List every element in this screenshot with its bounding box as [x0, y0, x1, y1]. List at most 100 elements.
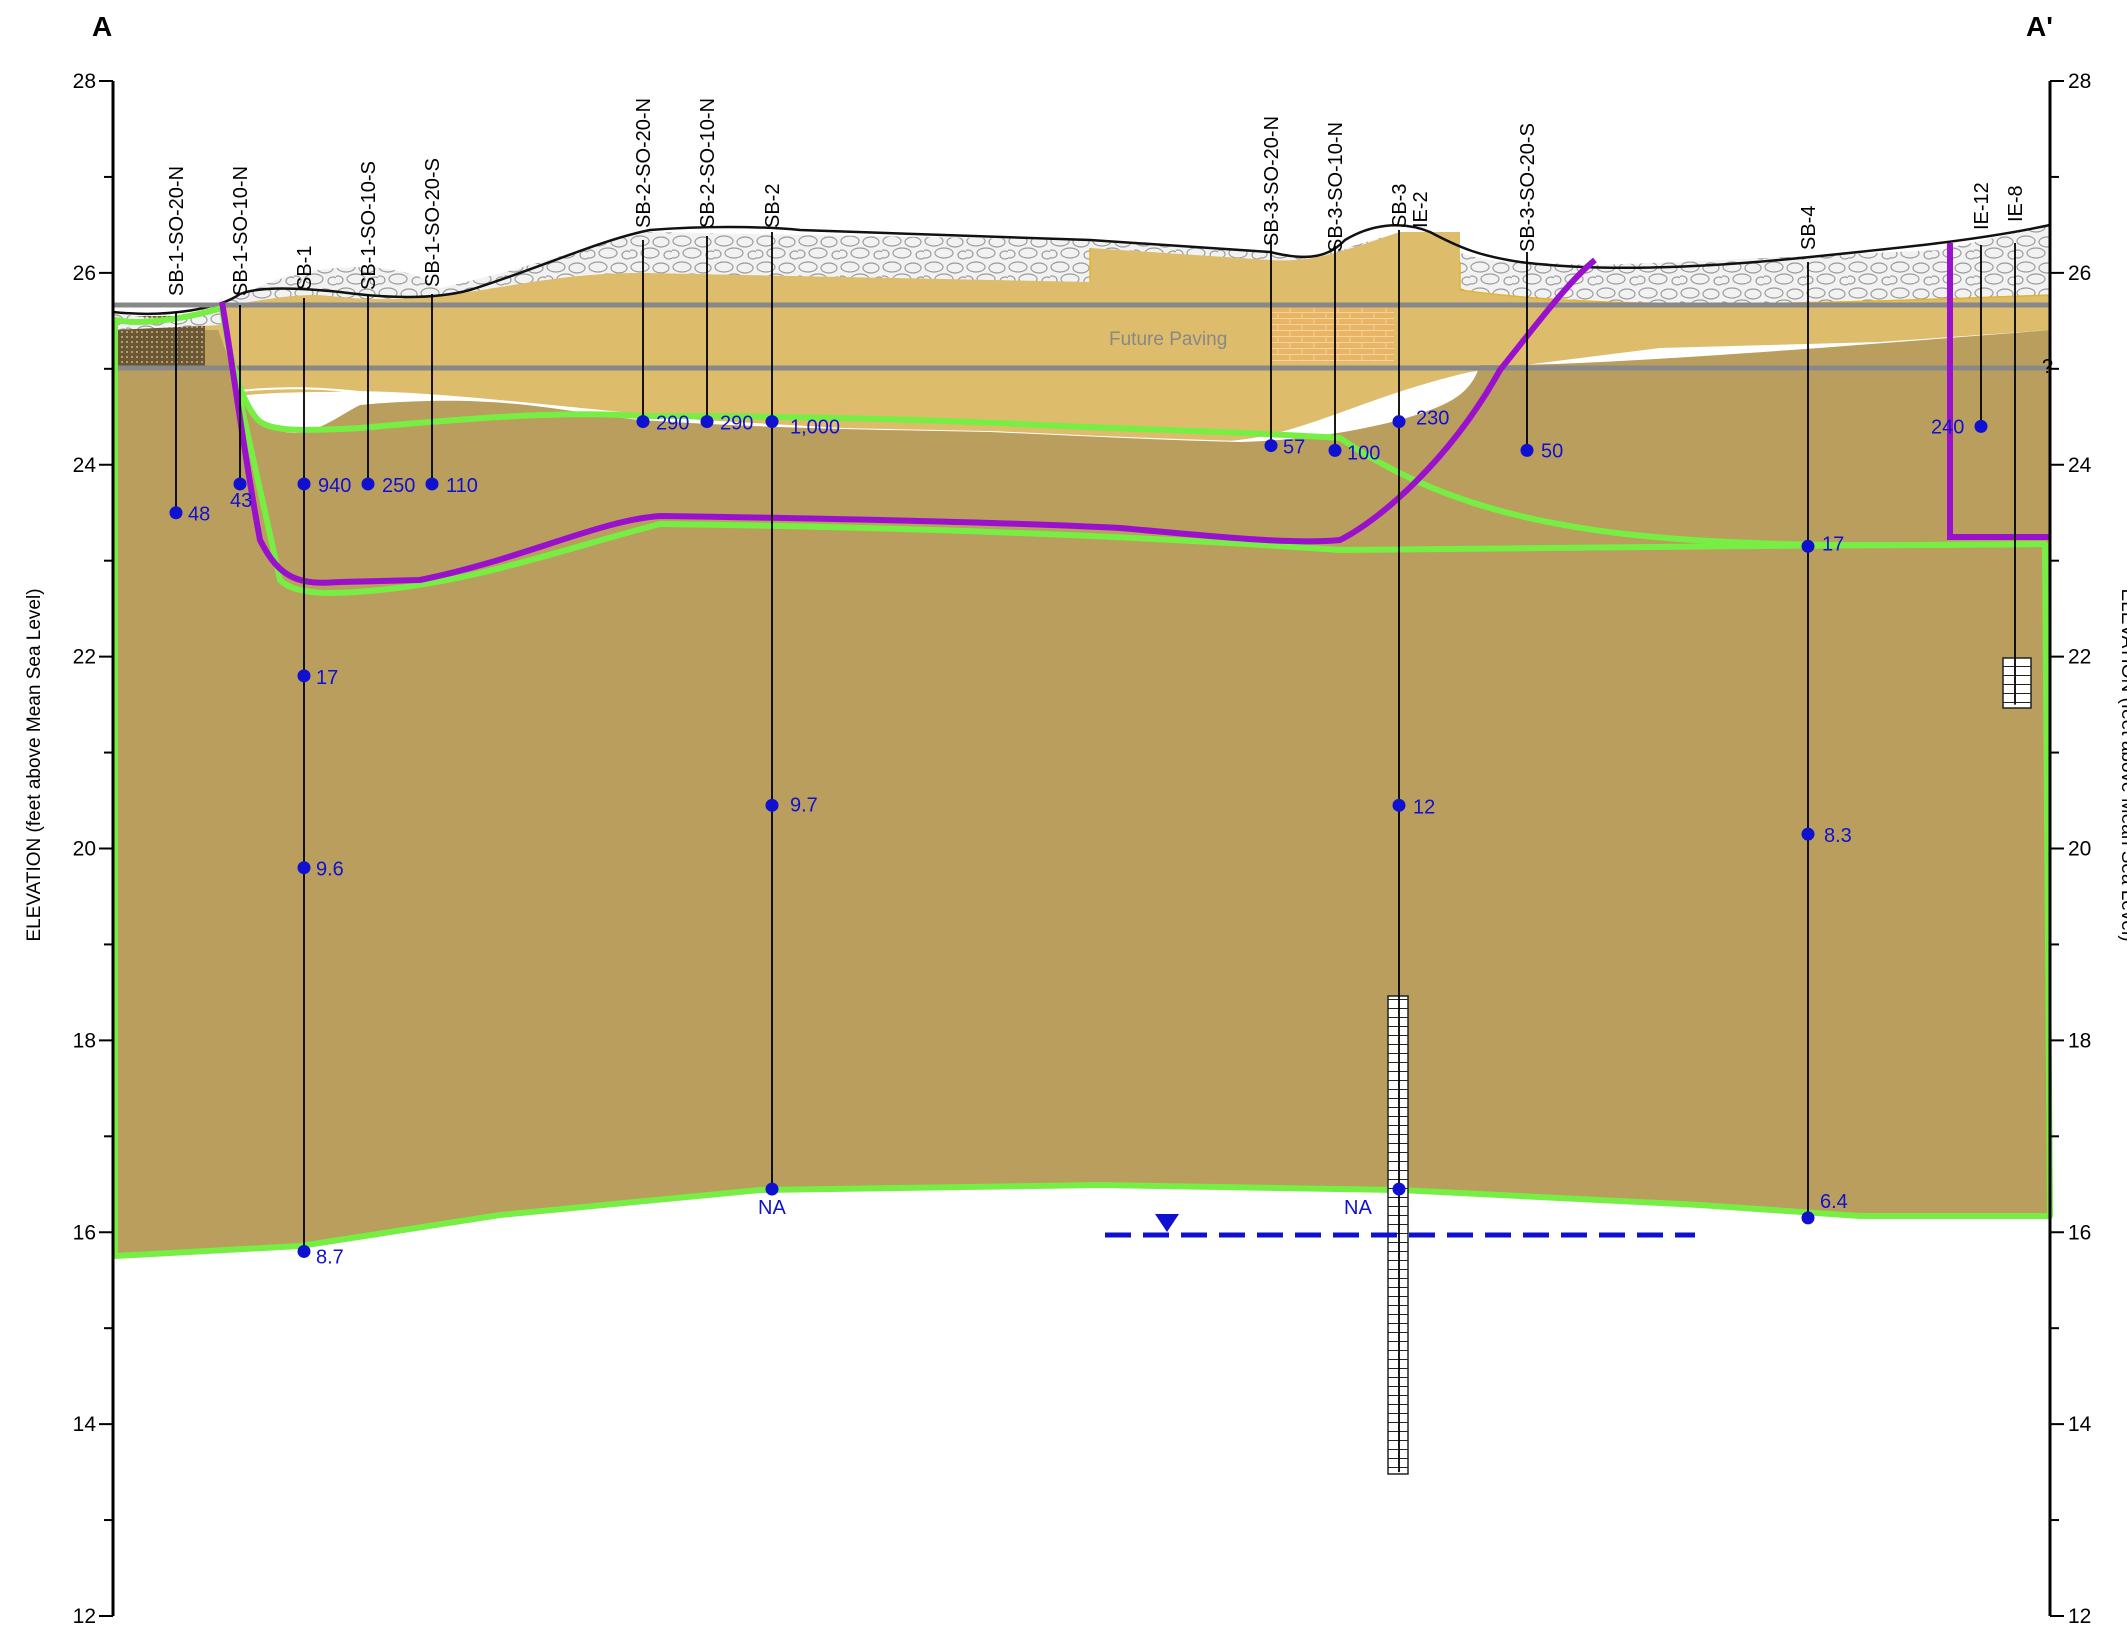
- left-tick-label: 22: [73, 646, 96, 669]
- boring-label-sb-1-so-20-n: SB-1-SO-20-N: [166, 166, 188, 296]
- green-boundary: [112, 305, 2053, 1259]
- sample-value-label: 250: [382, 475, 415, 497]
- sample-value-label: 6.4: [1820, 1191, 1848, 1213]
- tan-outline: [229, 379, 1481, 444]
- right-tick-label: 22: [2068, 646, 2091, 669]
- purple-boundary-right: [1947, 243, 2050, 540]
- right-tick-label: 12: [2068, 1605, 2091, 1628]
- left-tick-label: 18: [73, 1029, 96, 1052]
- right-axis-title: ELEVATION (feet above Mean Sea Level): [2117, 588, 2127, 941]
- water-table: [1105, 1214, 1695, 1238]
- sample-point: [297, 669, 311, 683]
- boring-label-sb-4: SB-4: [1798, 206, 1820, 250]
- left-tick-label: 12: [73, 1605, 96, 1628]
- section-end-label: A': [2026, 11, 2053, 42]
- right-tick-label: 24: [2068, 454, 2092, 477]
- boring-label-sb-3-so-20-s: SB-3-SO-20-S: [1517, 123, 1539, 252]
- boring-label-sb-1-so-10-n: SB-1-SO-10-N: [230, 166, 252, 296]
- borings: SB-1-SO-20-N SB-1-SO-10-N SB-1 SB-1-SO-10-S…: [166, 98, 2027, 1473]
- boring-label-sb-3-so-20-n: SB-3-SO-20-N: [1261, 116, 1283, 246]
- right-tick-label: 14: [2068, 1413, 2092, 1436]
- sample-value-label: NA: [1344, 1197, 1372, 1219]
- sample-point: [233, 477, 247, 491]
- boring-label-sb-2-so-10-n: SB-2-SO-10-N: [697, 98, 719, 228]
- left-axis-title: ELEVATION (feet above Mean Sea Level): [24, 588, 45, 941]
- sample-point: [700, 415, 714, 429]
- sample-value-label: 230: [1416, 408, 1449, 430]
- sample-value-label: 43: [230, 490, 252, 512]
- boring-label-sb-1-so-20-s: SB-1-SO-20-S: [422, 158, 444, 287]
- sample-point: [297, 1244, 311, 1258]
- sample-point: [425, 477, 439, 491]
- sample-value-label: 110: [446, 475, 478, 497]
- sample-point: [1392, 415, 1406, 429]
- sample-point: [765, 415, 779, 429]
- sample-value-label: NA: [758, 1197, 786, 1219]
- sample-point: [1974, 419, 1988, 433]
- well-screen-ie8: [2002, 657, 2032, 709]
- boring-label-ie-2: IE-2: [1410, 191, 1432, 228]
- right-tick-label: 16: [2068, 1221, 2091, 1244]
- sample-point: [1801, 1211, 1815, 1225]
- ground-surface-line: [112, 223, 2051, 315]
- sample-value-label: 8.7: [316, 1246, 344, 1268]
- sample-value-label: 240: [1931, 416, 1964, 438]
- water-table-triangle-icon: [1155, 1214, 1179, 1232]
- sample-value-label: 12: [1413, 796, 1435, 818]
- axes: 12 12 14 14 16 16 18 18 20 20 22 22 24 24 26 26 28 28: [73, 70, 2092, 1628]
- boring-label-sb-3-so-10-n: SB-3-SO-10-N: [1325, 122, 1347, 252]
- tan-fill-layer: [205, 232, 2050, 442]
- sample-point: [169, 506, 183, 520]
- right-tick-label: 28: [2068, 70, 2091, 93]
- sample-value-label: 1,000: [790, 417, 840, 439]
- sample-point: [1801, 539, 1815, 553]
- left-tick-label: 24: [73, 454, 97, 477]
- sample-value-label: 50: [1541, 440, 1563, 462]
- sample-point: [1520, 443, 1534, 457]
- left-tick-label: 20: [73, 838, 96, 861]
- sample-value-label: 100: [1347, 442, 1380, 464]
- sample-point: [1392, 1182, 1406, 1196]
- boring-label-sb-2: SB-2: [762, 184, 784, 228]
- sample-value-label: 48: [188, 504, 210, 526]
- future-paving-label: Future Paving: [1109, 329, 1227, 350]
- boring-label-ie-12: IE-12: [1971, 182, 1993, 230]
- sample-point: [297, 477, 311, 491]
- paving-lines: [113, 302, 2050, 371]
- boring-label-sb-3: SB-3: [1389, 184, 1411, 228]
- boring-label-sb-1: SB-1: [294, 246, 316, 290]
- boring-label-sb-2-so-20-n: SB-2-SO-20-N: [633, 98, 655, 228]
- green-inner-line: [219, 307, 2046, 596]
- sample-value-label: 290: [720, 413, 753, 435]
- sample-point: [636, 415, 650, 429]
- sample-value-label: 17: [1822, 533, 1844, 555]
- sample-point: [1328, 443, 1342, 457]
- sample-point: [1392, 798, 1406, 812]
- right-tick-label: 26: [2068, 262, 2091, 285]
- brick-fill-zone: [1272, 304, 1394, 362]
- sample-point: [297, 861, 311, 875]
- sample-value-label: 290: [656, 413, 689, 435]
- sample-point: [1801, 827, 1815, 841]
- purple-boundary: [219, 257, 1597, 586]
- sample-point: [361, 477, 375, 491]
- sample-value-label: 17: [316, 667, 338, 689]
- sample-value-label: 8.3: [1824, 825, 1852, 847]
- right-tick-label: 20: [2068, 838, 2091, 861]
- left-tick-label: 14: [73, 1413, 97, 1436]
- sample-point: [765, 1182, 779, 1196]
- sample-point: [1264, 439, 1278, 453]
- question-mark-label: ?: [2042, 356, 2053, 378]
- boring-label-sb-1-so-10-s: SB-1-SO-10-S: [358, 161, 380, 290]
- section-start-label: A: [92, 11, 112, 42]
- sample-value-label: 57: [1283, 437, 1305, 459]
- boring-label-ie-8: IE-8: [2005, 185, 2027, 222]
- right-tick-label: 18: [2068, 1029, 2091, 1052]
- soil-layers: [112, 225, 2051, 1256]
- left-tick-label: 28: [73, 70, 96, 93]
- sample-value-label: 9.7: [790, 794, 818, 816]
- sample-point: [765, 798, 779, 812]
- brown-fill-layer: [112, 330, 2050, 1256]
- samples: 48 43 940 250 110 17 9.6 8.7 290 290 1,000 9.7 NA 57 1…: [169, 408, 1988, 1268]
